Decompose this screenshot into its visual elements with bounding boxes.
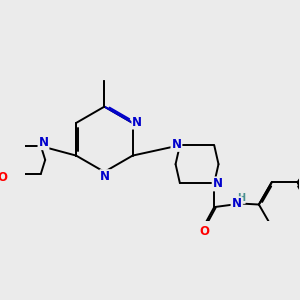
Text: N: N — [100, 170, 110, 183]
Text: H: H — [237, 193, 245, 203]
Text: N: N — [213, 177, 223, 190]
Text: O: O — [199, 225, 209, 238]
Text: N: N — [171, 138, 182, 151]
Text: N: N — [38, 136, 49, 149]
Text: N: N — [132, 116, 142, 129]
Text: O: O — [0, 170, 7, 184]
Text: N: N — [232, 197, 242, 210]
